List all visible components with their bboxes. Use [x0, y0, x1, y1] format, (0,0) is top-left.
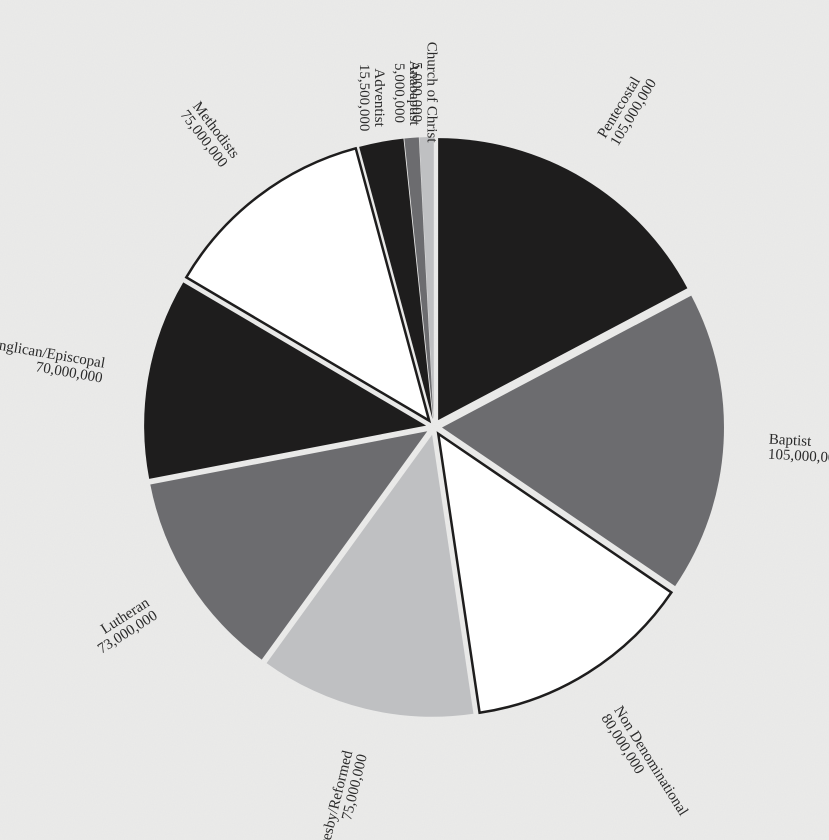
pie-slice-pentecostal: [438, 138, 688, 421]
slice-label-church-of-christ: Church of Christ5,000,000: [408, 42, 439, 144]
pie-slices: [144, 137, 724, 717]
slice-value: 15,500,000: [356, 64, 372, 132]
slice-label-text: Church of Christ5,000,000: [408, 42, 439, 144]
pie-slice-church-of-christ: [419, 137, 434, 420]
slice-value: 5,000,000: [408, 62, 424, 122]
pie-slice-methodists: [184, 146, 432, 424]
slice-value: 5,000,000: [391, 63, 407, 123]
pie-slice-non-denominational: [436, 431, 674, 715]
slice-label-adventist: Adventist15,500,000: [356, 64, 387, 132]
slice-label-text: Adventist15,500,000: [356, 64, 387, 132]
slice-value: 105,000,000: [768, 447, 829, 467]
pie-slice-baptist: [441, 295, 724, 587]
pie-slice-presby-reformed: [266, 434, 474, 717]
slice-name: Baptist: [768, 432, 812, 450]
slice-label-text: Anabaptist5,000,000: [391, 61, 422, 127]
slice-name: Adventist: [371, 68, 387, 127]
slice-label-text: Baptist105,000,000: [768, 432, 829, 467]
slice-name: Anabaptist: [406, 61, 422, 127]
pie-slice-anglican-episcopal: [144, 282, 427, 479]
pie-slice-adventist: [359, 138, 433, 420]
slice-label-anabaptist: Anabaptist5,000,000: [391, 61, 422, 127]
slice-label-baptist: Baptist105,000,000: [768, 432, 829, 467]
pie-slice-anabaptist: [404, 137, 434, 420]
slice-name: Church of Christ: [423, 42, 439, 144]
pie-slice-lutheran: [150, 431, 428, 660]
